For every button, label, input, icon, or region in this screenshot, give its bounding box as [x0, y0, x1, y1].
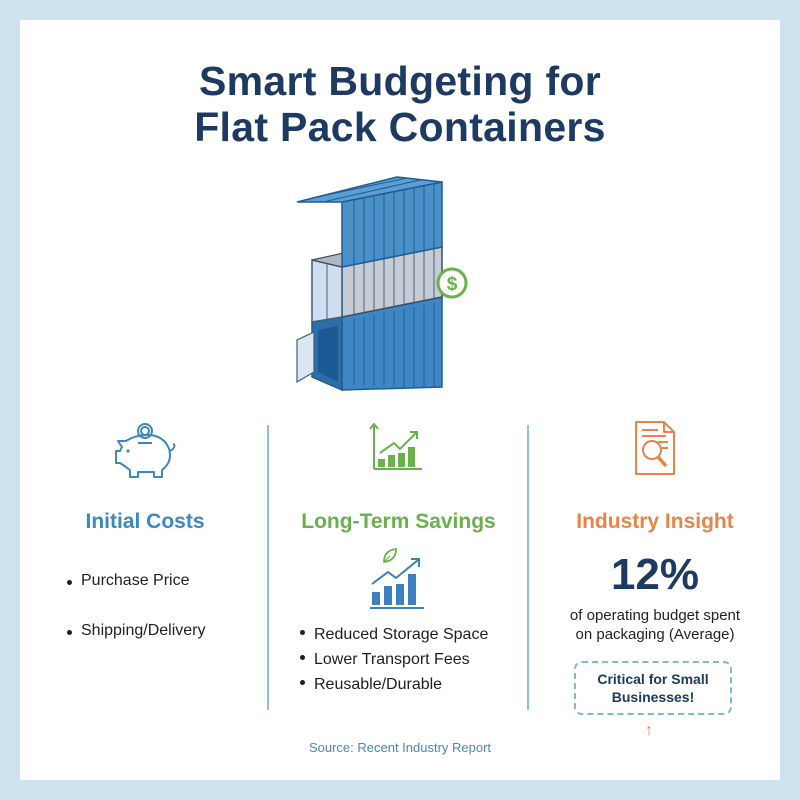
column-divider-1 [267, 425, 269, 710]
page-title: Smart Budgeting for Flat Pack Containers [20, 58, 780, 150]
list-item: Shipping/Delivery [67, 622, 206, 640]
column-divider-2 [527, 425, 529, 710]
stat-description: of operating budget spent on packaging (… [569, 607, 741, 643]
initial-costs-list: Purchase Price Shipping/Delivery [67, 572, 206, 640]
arrow-up-icon: ↑ [645, 722, 653, 739]
stacked-containers-icon: $ [296, 176, 468, 392]
heading-long-term-savings: Long-Term Savings [301, 510, 496, 533]
column-long-term-savings: Long-Term Savings Reduced Storage Space … [270, 400, 527, 720]
source-note: Source: Recent Industry Report [308, 740, 492, 755]
heading-industry-insight: Industry Insight [576, 510, 734, 533]
piggy-bank-icon [115, 423, 176, 478]
dollar-badge-icon: $ [436, 267, 468, 299]
list-item: Reusable/Durable [300, 672, 488, 697]
column-industry-insight: Industry Insight 12% of operating budget… [530, 400, 780, 739]
svg-text:$: $ [447, 274, 458, 295]
heading-initial-costs: Initial Costs [85, 510, 205, 533]
column-initial-costs: Initial Costs Purchase Price Shipping/De… [40, 400, 250, 720]
eco-growth-chart-icon [370, 548, 424, 609]
list-item: Purchase Price [67, 572, 206, 590]
list-item: Reduced Storage Space [300, 622, 488, 647]
document-magnifier-icon [635, 421, 675, 475]
callout-line-1: Critical for Small [597, 671, 709, 687]
title-line-1: Smart Budgeting for [198, 58, 602, 104]
title-line-2: Flat Pack Containers [194, 104, 606, 150]
long-term-savings-list: Reduced Storage Space Lower Transport Fe… [300, 622, 488, 697]
growth-chart-icon [369, 423, 422, 470]
callout-box: Critical for Small Businesses! [574, 661, 732, 715]
infographic-card: Smart Budgeting for Flat Pack Containers [20, 20, 780, 780]
stat-value: 12% [610, 550, 700, 599]
list-item: Lower Transport Fees [300, 647, 488, 672]
callout-line-2: Businesses! [611, 689, 695, 705]
